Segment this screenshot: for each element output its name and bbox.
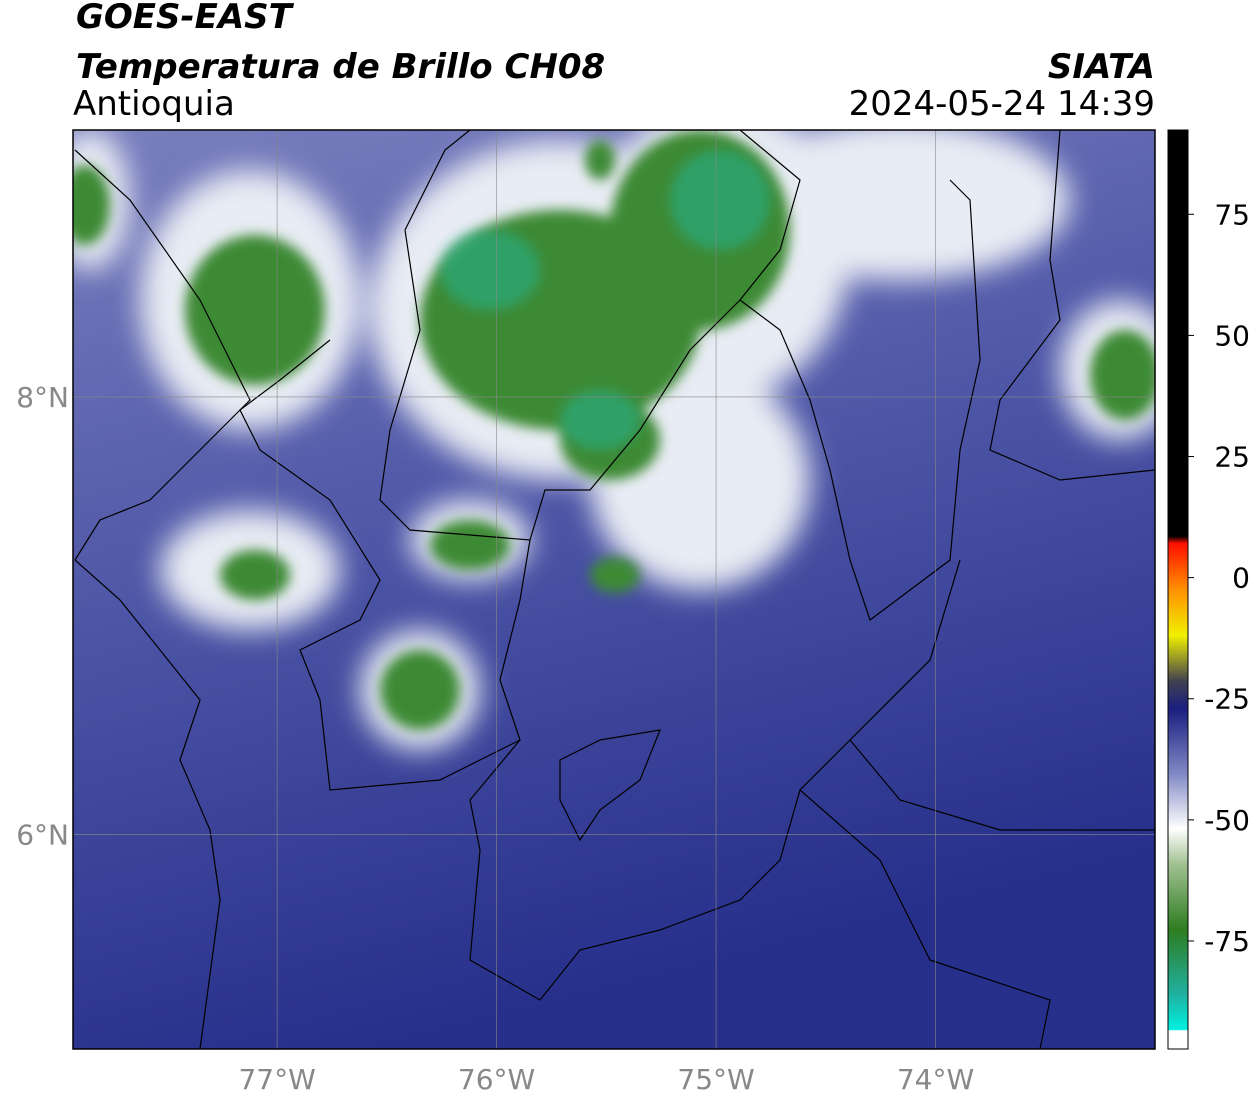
title: GOES-EAST xyxy=(76,0,295,37)
x-tick-label: 76°W xyxy=(458,1063,535,1096)
colorbar-tick-label: 25 xyxy=(1214,441,1250,474)
y-tick-label: 8°N xyxy=(16,381,69,414)
borders xyxy=(74,130,1155,1049)
colorbar-tick-label: 75 xyxy=(1214,198,1250,231)
colorbar-tick-label: -50 xyxy=(1204,804,1250,837)
grid xyxy=(73,130,1155,1049)
map-frame xyxy=(72,129,1156,1050)
datetime: 2024-05-24 14:39 xyxy=(849,84,1155,124)
source: SIATA xyxy=(1048,47,1155,87)
x-tick-label: 77°W xyxy=(238,1063,315,1096)
colorbar-tick-label: -75 xyxy=(1204,925,1250,958)
region: Antioquia xyxy=(73,84,235,124)
colorbar-tick-label: -25 xyxy=(1204,683,1250,716)
satellite-image xyxy=(73,130,1155,1049)
colorbar xyxy=(1167,129,1189,1050)
y-tick-label: 6°N xyxy=(16,819,69,852)
colorbar-tick-label: 50 xyxy=(1214,319,1250,352)
x-tick-label: 74°W xyxy=(897,1063,974,1096)
colorbar-tick-label: 0 xyxy=(1232,562,1250,595)
subtitle: Temperatura de Brillo CH08 xyxy=(76,47,605,87)
x-tick-label: 75°W xyxy=(677,1063,754,1096)
